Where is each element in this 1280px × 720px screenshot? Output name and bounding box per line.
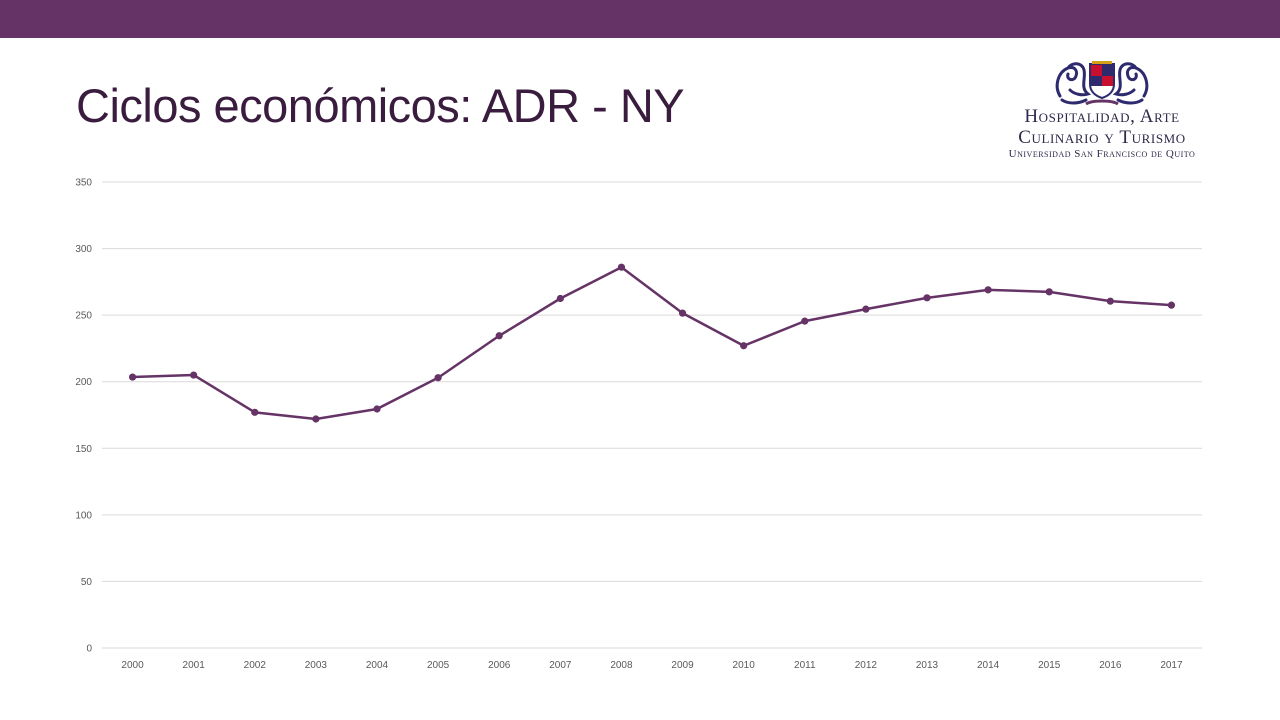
data-point (373, 405, 381, 413)
data-point (740, 342, 748, 350)
series-line (132, 265, 1172, 421)
y-tick-label: 250 (75, 311, 92, 322)
x-tick-label: 2002 (244, 660, 267, 671)
data-point (495, 332, 503, 340)
x-tick-label: 2007 (549, 660, 572, 671)
data-point (617, 263, 626, 271)
logo-text-line-1: Hospitalidad, Arte (1024, 106, 1180, 127)
logo-text-line-3: Universidad San Francisco de Quito (1008, 148, 1196, 160)
data-point (1106, 297, 1114, 305)
y-tick-label: 150 (75, 444, 92, 455)
x-tick-label: 2016 (1099, 660, 1122, 671)
data-point (678, 309, 687, 317)
logo-text-line-2: Culinario y Turismo (1018, 127, 1186, 148)
x-tick-label: 2003 (305, 660, 328, 671)
data-point (251, 408, 259, 416)
header-accent-bar (0, 0, 1280, 38)
x-tick-label: 2013 (916, 660, 939, 671)
data-point (984, 286, 992, 294)
x-tick-label: 2011 (794, 660, 816, 671)
adr-line-chart: 0 50 100 150 200 250 300 350 2000 2001 2002 2003 200… (0, 160, 1280, 700)
y-tick-label: 50 (81, 577, 93, 588)
data-point (1045, 288, 1053, 296)
data-point (862, 305, 870, 313)
chart-canvas: 0 50 100 150 200 250 300 350 2000 2001 2002 2003 200… (75, 178, 1202, 671)
twin-dragons-crest-icon (1055, 61, 1149, 106)
x-tick-label: 2017 (1160, 660, 1183, 671)
data-point (434, 374, 442, 382)
data-point (1167, 301, 1176, 309)
data-point (801, 317, 809, 325)
institution-logo: Hospitalidad, Arte Culinario y Turismo U… (990, 56, 1214, 160)
x-tick-label: 2009 (671, 660, 694, 671)
slide-title: Ciclos económicos: ADR - NY (76, 79, 685, 132)
x-tick-label: 2001 (183, 660, 206, 671)
x-tick-label: 2010 (733, 660, 756, 671)
y-tick-label: 200 (75, 377, 92, 388)
x-tick-label: 2000 (121, 660, 144, 671)
data-point (190, 371, 198, 379)
y-tick-label: 300 (75, 244, 92, 255)
x-tick-label: 2008 (610, 660, 633, 671)
data-point (556, 294, 564, 303)
y-tick-label: 100 (75, 510, 92, 521)
y-tick-label: 350 (75, 178, 92, 189)
data-point (128, 373, 137, 381)
x-tick-label: 2006 (488, 660, 511, 671)
x-tick-label: 2005 (427, 660, 450, 671)
data-point (312, 415, 320, 423)
x-tick-label: 2015 (1038, 660, 1061, 671)
x-tick-label: 2014 (977, 660, 1000, 671)
y-tick-label: 0 (86, 644, 92, 655)
data-point (923, 294, 931, 302)
x-tick-label: 2012 (855, 660, 878, 671)
x-tick-label: 2004 (366, 660, 389, 671)
